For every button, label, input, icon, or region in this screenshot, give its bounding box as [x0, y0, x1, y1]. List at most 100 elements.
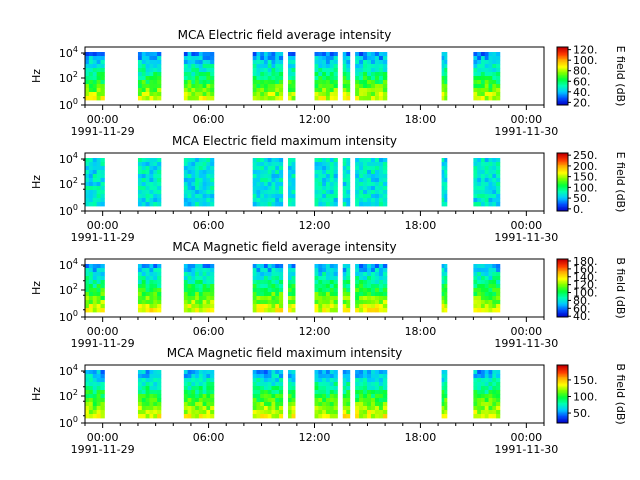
colorbar-segment [557, 47, 568, 49]
heatmap-cell [342, 378, 347, 383]
heatmap-cell [477, 414, 482, 419]
heatmap-cell [198, 52, 204, 57]
heatmap-cell [359, 68, 364, 73]
heatmap-cell [149, 394, 154, 399]
heatmap-cell [444, 288, 448, 293]
heatmap-cell [191, 56, 196, 61]
heatmap-cell [492, 202, 497, 207]
heatmap-cell [195, 92, 200, 97]
colorbar-segment [557, 189, 568, 192]
heatmap-cell [346, 370, 351, 375]
heatmap-cell [195, 198, 200, 203]
heatmap-cell [278, 386, 284, 391]
heatmap-cell [378, 386, 384, 391]
heatmap-cell [202, 182, 207, 187]
heatmap-cell [202, 268, 207, 273]
x-tick-label: 00:00 [510, 431, 542, 444]
heatmap-cell [382, 190, 388, 195]
heatmap-cell [325, 410, 331, 415]
heatmap-cell [141, 60, 147, 65]
colorbar-frame [556, 258, 569, 318]
heatmap-cell [137, 158, 143, 163]
heatmap-cell [260, 162, 265, 167]
heatmap-cell [441, 288, 445, 293]
heatmap-cell [157, 92, 162, 97]
heatmap-cell [263, 414, 269, 419]
heatmap-cell [100, 264, 105, 269]
heatmap-cell [367, 386, 372, 391]
heatmap-cell [488, 288, 493, 293]
heatmap-cell [473, 402, 478, 407]
x-date-label: 1991-11-29 [71, 125, 135, 138]
heatmap-cell [100, 386, 105, 391]
heatmap-cell [187, 288, 192, 293]
heatmap-cell [191, 272, 196, 277]
heatmap-cell [183, 166, 189, 171]
heatmap-cell [441, 280, 445, 285]
colorbar-segment [557, 86, 568, 88]
heatmap-cell [263, 162, 269, 167]
heatmap-cell [206, 194, 211, 199]
heatmap-cell [256, 292, 261, 297]
heatmap-cell [263, 382, 269, 387]
heatmap-cell [288, 292, 292, 297]
heatmap-cell [382, 158, 388, 163]
heatmap-cell [278, 264, 284, 269]
heatmap-cell [496, 300, 501, 305]
heatmap-cell [496, 166, 501, 171]
heatmap-cell [153, 398, 158, 403]
heatmap-cell [260, 280, 265, 285]
heatmap-cell [96, 370, 101, 375]
heatmap-cell [137, 398, 143, 403]
colorbar-tick-label: 120. [573, 279, 598, 292]
heatmap-cell [291, 52, 296, 57]
heatmap-cell [202, 402, 207, 407]
heatmap-cell [355, 84, 360, 89]
colorbar-segment [557, 394, 568, 396]
colorbar-segment [557, 295, 568, 298]
heatmap-cell [278, 174, 284, 179]
heatmap-cell [291, 194, 296, 199]
heatmap-cell [206, 308, 211, 313]
x-tick-label: 06:00 [193, 219, 225, 232]
heatmap-cell [263, 390, 269, 395]
heatmap-cell [88, 182, 94, 187]
heatmap-cell [198, 268, 204, 273]
heatmap-cell [157, 64, 162, 69]
heatmap-cell [252, 308, 257, 313]
heatmap-cell [382, 72, 388, 77]
heatmap-cell [96, 202, 101, 207]
heatmap-cell [359, 296, 364, 301]
heatmap-cell [333, 386, 338, 391]
heatmap-cell [100, 308, 105, 313]
heatmap-cell [88, 88, 94, 93]
heatmap-cell [359, 60, 364, 65]
heatmap-cell [342, 288, 347, 293]
heatmap-cell [92, 56, 98, 61]
heatmap-cell [85, 374, 90, 379]
colorbar-tick-label: 250. [573, 149, 598, 162]
heatmap-cell [492, 406, 497, 411]
heatmap-cell [322, 288, 327, 293]
heatmap-cell [206, 162, 211, 167]
heatmap-cell [191, 292, 196, 297]
heatmap-cell [96, 264, 101, 269]
heatmap-cell [333, 284, 338, 289]
heatmap-cell [100, 64, 105, 69]
heatmap-cell [477, 370, 482, 375]
heatmap-cell [267, 276, 272, 281]
x-tick-label: 18:00 [405, 431, 437, 444]
heatmap-cell [370, 76, 376, 81]
heatmap-cell [322, 80, 327, 85]
colorbar-label: E field (dB) [614, 46, 627, 107]
heatmap-cell [488, 174, 493, 179]
heatmap-cell [275, 398, 280, 403]
heatmap-cell [206, 402, 211, 407]
heatmap-cell [318, 158, 323, 163]
heatmap-cell [374, 64, 380, 69]
heatmap-cell [325, 194, 331, 199]
colorbar-tick-label: 50. [573, 192, 591, 205]
heatmap-cell [488, 60, 493, 65]
colorbar-tick-label: 100. [573, 54, 598, 67]
heatmap-cell [342, 202, 347, 207]
